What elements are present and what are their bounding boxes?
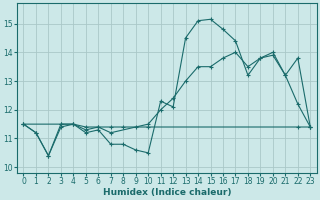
X-axis label: Humidex (Indice chaleur): Humidex (Indice chaleur) [103, 188, 231, 197]
